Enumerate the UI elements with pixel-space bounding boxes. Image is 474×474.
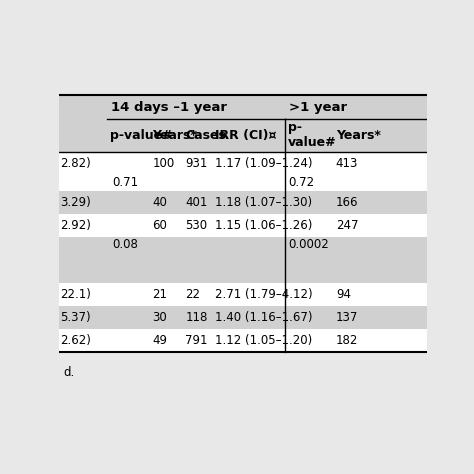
Text: Cases: Cases: [185, 129, 226, 142]
Text: 5.37): 5.37): [60, 311, 91, 324]
Text: 1.17 (1.09–1.24): 1.17 (1.09–1.24): [215, 157, 312, 170]
Text: 100: 100: [152, 157, 174, 170]
FancyBboxPatch shape: [59, 191, 427, 214]
FancyBboxPatch shape: [59, 329, 427, 352]
Text: 247: 247: [336, 219, 358, 232]
FancyBboxPatch shape: [285, 95, 427, 119]
Text: 22.1): 22.1): [60, 288, 91, 301]
Text: 182: 182: [336, 334, 358, 347]
Text: 137: 137: [336, 311, 358, 324]
FancyBboxPatch shape: [59, 306, 427, 329]
FancyBboxPatch shape: [59, 175, 427, 191]
Text: 30: 30: [152, 311, 167, 324]
Text: 40: 40: [152, 196, 167, 209]
FancyBboxPatch shape: [59, 268, 427, 283]
Text: d.: d.: [63, 366, 74, 379]
Text: 401: 401: [185, 196, 208, 209]
FancyBboxPatch shape: [59, 214, 427, 237]
Text: 0.71: 0.71: [112, 176, 138, 189]
Text: 0.08: 0.08: [112, 238, 137, 251]
Text: 3.29): 3.29): [60, 196, 91, 209]
Text: 14 days –1 year: 14 days –1 year: [110, 100, 227, 114]
Text: 413: 413: [336, 157, 358, 170]
Text: 791: 791: [185, 334, 208, 347]
Text: 1.40 (1.16–1.67): 1.40 (1.16–1.67): [215, 311, 312, 324]
FancyBboxPatch shape: [59, 283, 427, 306]
Text: 60: 60: [152, 219, 167, 232]
Text: 2.71 (1.79–4.12): 2.71 (1.79–4.12): [215, 288, 312, 301]
FancyBboxPatch shape: [107, 95, 285, 119]
FancyBboxPatch shape: [59, 95, 427, 352]
Text: 2.62): 2.62): [60, 334, 91, 347]
Text: 49: 49: [152, 334, 167, 347]
Text: 0.0002: 0.0002: [288, 238, 329, 251]
Text: IRR (CI)¤: IRR (CI)¤: [215, 129, 276, 142]
Text: 931: 931: [185, 157, 208, 170]
Text: 1.15 (1.06–1.26): 1.15 (1.06–1.26): [215, 219, 312, 232]
Text: 94: 94: [336, 288, 351, 301]
Text: 1.18 (1.07–1.30): 1.18 (1.07–1.30): [215, 196, 312, 209]
Text: p-
value#: p- value#: [288, 121, 337, 149]
Text: 0.72: 0.72: [288, 176, 314, 189]
Text: 22: 22: [185, 288, 200, 301]
Text: p-value#: p-value#: [110, 129, 173, 142]
FancyBboxPatch shape: [59, 237, 427, 253]
FancyBboxPatch shape: [59, 119, 427, 152]
FancyBboxPatch shape: [59, 152, 427, 175]
FancyBboxPatch shape: [59, 253, 427, 268]
Text: Years*: Years*: [152, 129, 197, 142]
Text: 2.82): 2.82): [60, 157, 91, 170]
Text: Years*: Years*: [336, 129, 381, 142]
Text: 530: 530: [185, 219, 208, 232]
Text: >1 year: >1 year: [289, 100, 347, 114]
Text: 166: 166: [336, 196, 358, 209]
Text: 118: 118: [185, 311, 208, 324]
Text: 21: 21: [152, 288, 167, 301]
Text: 2.92): 2.92): [60, 219, 91, 232]
Text: 1.12 (1.05–1.20): 1.12 (1.05–1.20): [215, 334, 312, 347]
